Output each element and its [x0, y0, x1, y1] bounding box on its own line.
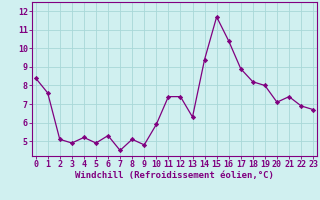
- X-axis label: Windchill (Refroidissement éolien,°C): Windchill (Refroidissement éolien,°C): [75, 171, 274, 180]
